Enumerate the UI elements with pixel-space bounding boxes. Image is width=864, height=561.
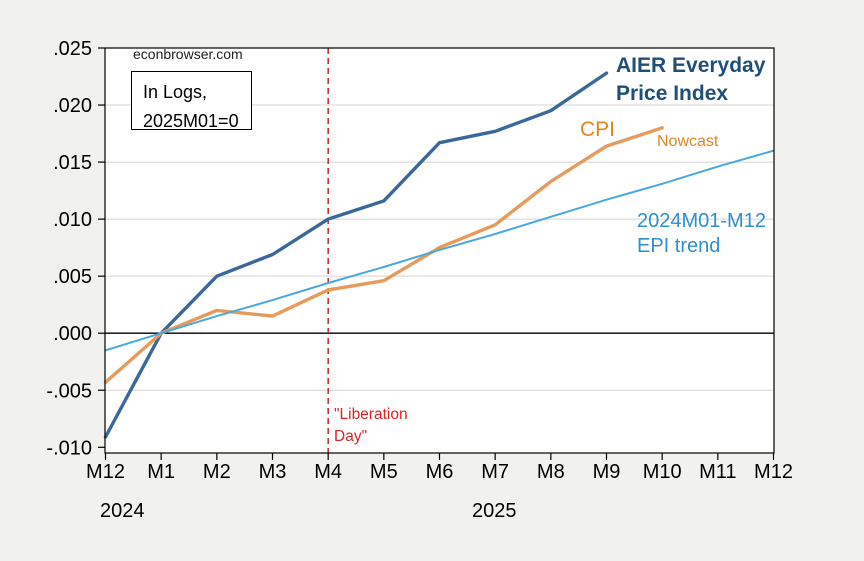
liberation-day-label: "Liberation Day" [334, 404, 408, 448]
series-trend-line [104, 149, 775, 352]
liberation-day-label-line1: "Liberation [334, 406, 408, 423]
x-tick-label: M4 [314, 461, 342, 483]
x-tick-label: M9 [593, 461, 621, 483]
aier-series-label-line2: Price Index [616, 82, 729, 105]
cpi-series-label: CPI [580, 118, 616, 141]
nowcast-label: Nowcast [657, 133, 719, 150]
x-tick-label: M2 [203, 461, 231, 483]
series-cpi-line [103, 126, 664, 384]
x-tick-label: M5 [370, 461, 398, 483]
x-tick-label: M3 [259, 461, 287, 483]
y-tick-label: .000 [53, 323, 92, 345]
y-tick-label: .015 [53, 152, 92, 174]
x-tick-label: M7 [481, 461, 509, 483]
x-axis-year-2024: 2024 [100, 500, 145, 522]
y-tick-label: .005 [53, 266, 92, 288]
x-tick-label: M10 [643, 461, 682, 483]
note-box: In Logs, 2025M01=0 [131, 71, 252, 131]
x-tick-label: M6 [426, 461, 454, 483]
aier-series-label: AIER Everyday Price Index [616, 52, 765, 108]
trend-series-label-line2: EPI trend [637, 235, 721, 257]
y-tick-label: .025 [53, 38, 92, 60]
x-tick-label: M11 [699, 461, 736, 483]
note-box-line2: 2025M01=0 [143, 111, 239, 131]
aier-series-label-line1: AIER Everyday [616, 54, 766, 77]
watermark-text: econbrowser.com [133, 46, 243, 62]
x-tick-label: M1 [147, 461, 175, 483]
note-box-line1: In Logs, [143, 82, 208, 102]
trend-series-label: 2024M01-M12 EPI trend [637, 209, 766, 259]
x-axis-year-2025: 2025 [472, 500, 517, 522]
y-tick-label: -.010 [46, 437, 92, 459]
series-aier-line [103, 71, 609, 439]
x-tick-label: M8 [537, 461, 565, 483]
y-tick-label: .020 [53, 95, 92, 117]
trend-series-label-line1: 2024M01-M12 [637, 210, 766, 232]
y-tick-label: -.005 [46, 380, 92, 402]
x-tick-label: M12 [754, 461, 793, 483]
x-tick-label: M12 [86, 461, 125, 483]
liberation-day-label-line2: Day" [334, 428, 368, 445]
y-tick-label: .010 [53, 209, 92, 231]
